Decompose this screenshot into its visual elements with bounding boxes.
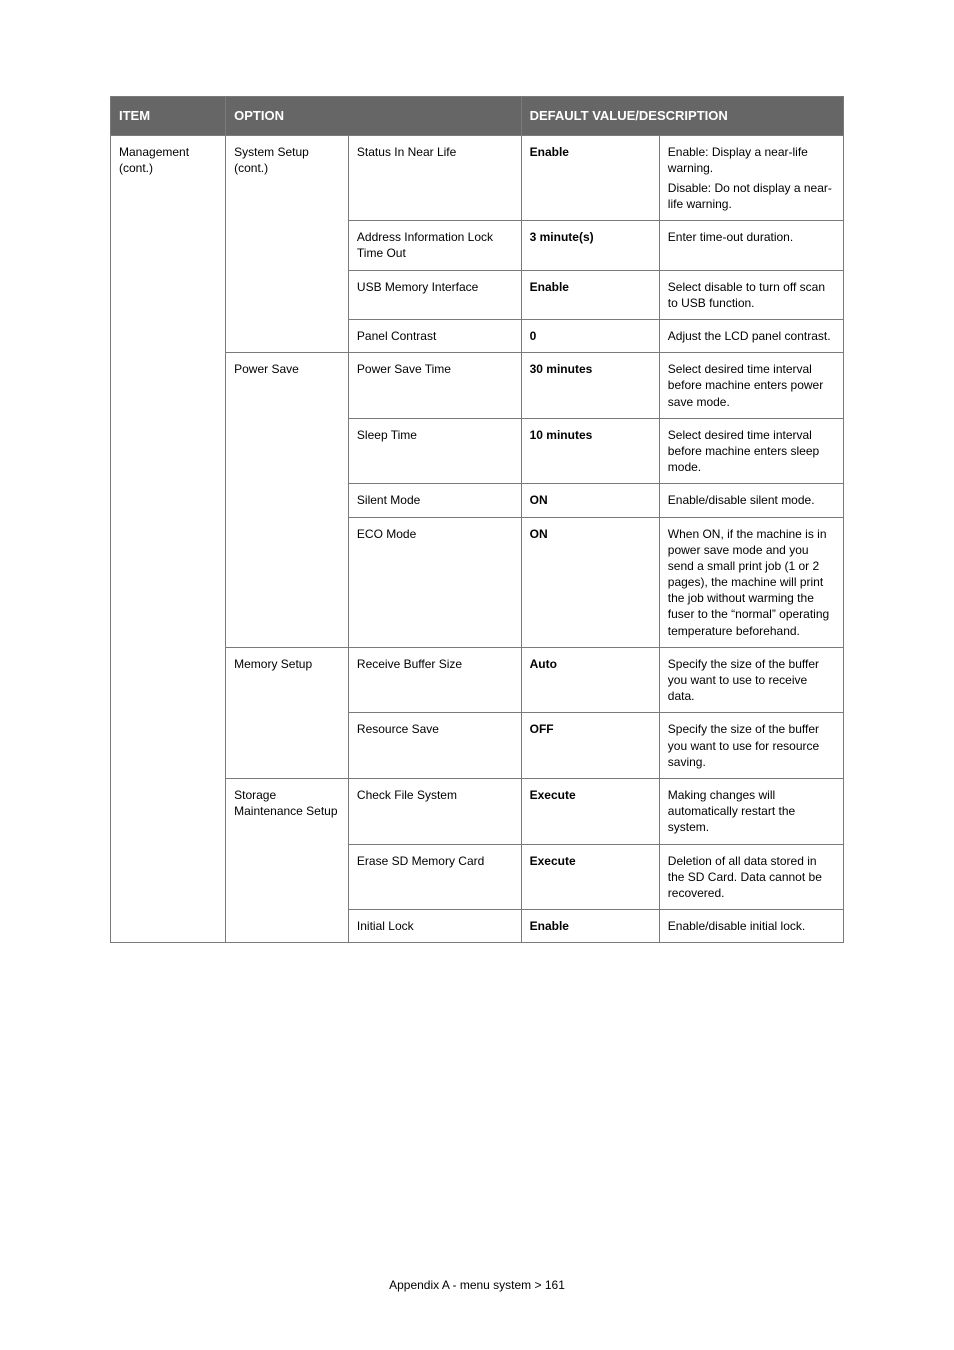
description-text: Disable: Do not display a near-life warn…	[668, 180, 835, 212]
header-option: OPTION	[226, 97, 522, 136]
description-cell: When ON, if the machine is in power save…	[659, 517, 843, 647]
value-cell: ON	[521, 517, 659, 647]
description-cell: Specify the size of the buffer you want …	[659, 713, 843, 779]
description-cell: Select desired time interval before mach…	[659, 353, 843, 419]
description-cell: Select disable to turn off scan to USB f…	[659, 270, 843, 319]
group-cell: System Setup (cont.)	[226, 135, 349, 353]
value-cell: Enable	[521, 910, 659, 943]
option-cell: Power Save Time	[348, 353, 521, 419]
value-cell: 3 minute(s)	[521, 221, 659, 270]
option-cell: Silent Mode	[348, 484, 521, 517]
option-cell: USB Memory Interface	[348, 270, 521, 319]
page-footer: Appendix A - menu system > 161	[0, 1278, 954, 1292]
option-cell: Panel Contrast	[348, 320, 521, 353]
value-cell: OFF	[521, 713, 659, 779]
description-cell: Enable/disable silent mode.	[659, 484, 843, 517]
value-cell: 10 minutes	[521, 418, 659, 484]
value-cell: 0	[521, 320, 659, 353]
option-cell: ECO Mode	[348, 517, 521, 647]
value-cell: Auto	[521, 647, 659, 713]
description-cell: Enable: Display a near-life warning. Dis…	[659, 135, 843, 221]
table-row: Management (cont.) System Setup (cont.) …	[111, 135, 844, 221]
header-item: ITEM	[111, 97, 226, 136]
description-cell: Deletion of all data stored in the SD Ca…	[659, 844, 843, 910]
group-cell: Storage Maintenance Setup	[226, 778, 349, 942]
value-cell: Enable	[521, 135, 659, 221]
option-cell: Sleep Time	[348, 418, 521, 484]
option-cell: Check File System	[348, 778, 521, 844]
description-text: Enable: Display a near-life warning.	[668, 144, 835, 176]
value-cell: Enable	[521, 270, 659, 319]
option-cell: Erase SD Memory Card	[348, 844, 521, 910]
value-cell: Execute	[521, 778, 659, 844]
option-cell: Status In Near Life	[348, 135, 521, 221]
group-cell: Memory Setup	[226, 647, 349, 778]
description-cell: Enable/disable initial lock.	[659, 910, 843, 943]
item-cell: Management (cont.)	[111, 135, 226, 943]
value-cell: ON	[521, 484, 659, 517]
description-cell: Making changes will automatically restar…	[659, 778, 843, 844]
option-cell: Resource Save	[348, 713, 521, 779]
option-cell: Receive Buffer Size	[348, 647, 521, 713]
value-cell: Execute	[521, 844, 659, 910]
header-default: DEFAULT VALUE/DESCRIPTION	[521, 97, 843, 136]
option-cell: Address Information Lock Time Out	[348, 221, 521, 270]
settings-table: ITEM OPTION DEFAULT VALUE/DESCRIPTION Ma…	[110, 96, 844, 943]
description-cell: Specify the size of the buffer you want …	[659, 647, 843, 713]
table-header-row: ITEM OPTION DEFAULT VALUE/DESCRIPTION	[111, 97, 844, 136]
description-cell: Select desired time interval before mach…	[659, 418, 843, 484]
description-cell: Adjust the LCD panel contrast.	[659, 320, 843, 353]
option-cell: Initial Lock	[348, 910, 521, 943]
group-cell: Power Save	[226, 353, 349, 648]
description-cell: Enter time-out duration.	[659, 221, 843, 270]
value-cell: 30 minutes	[521, 353, 659, 419]
